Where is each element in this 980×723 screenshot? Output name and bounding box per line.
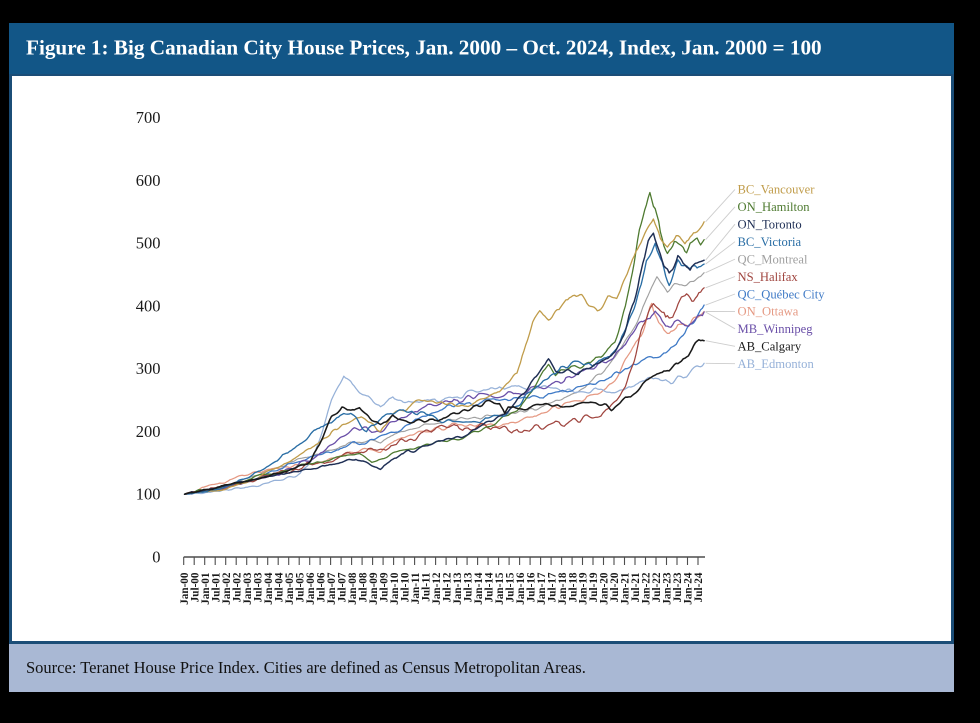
svg-text:Jul-22: Jul-22: [651, 572, 663, 602]
svg-text:Jan-22: Jan-22: [641, 572, 653, 605]
svg-text:Jul-06: Jul-06: [315, 572, 327, 602]
svg-text:Jul-05: Jul-05: [294, 572, 306, 602]
svg-text:Jan-21: Jan-21: [620, 572, 632, 605]
svg-text:BC_Vancouver: BC_Vancouver: [738, 183, 816, 197]
svg-text:ON_Hamilton: ON_Hamilton: [738, 200, 811, 214]
svg-text:NS_Halifax: NS_Halifax: [738, 270, 799, 284]
svg-text:100: 100: [136, 485, 161, 504]
svg-text:Jul-01: Jul-01: [210, 572, 222, 602]
svg-text:Jan-11: Jan-11: [410, 572, 422, 604]
svg-text:400: 400: [136, 296, 161, 315]
svg-text:Jan-18: Jan-18: [557, 572, 569, 605]
svg-text:AB_Edmonton: AB_Edmonton: [738, 357, 815, 371]
svg-text:ON_Ottawa: ON_Ottawa: [738, 305, 799, 319]
svg-text:0: 0: [152, 548, 160, 567]
svg-text:700: 700: [136, 108, 161, 127]
svg-text:Jan-02: Jan-02: [221, 572, 233, 605]
svg-text:Jan-09: Jan-09: [368, 572, 380, 605]
svg-text:Jul-18: Jul-18: [567, 572, 579, 602]
svg-text:BC_Victoria: BC_Victoria: [738, 235, 802, 249]
svg-text:Jan-01: Jan-01: [200, 572, 212, 605]
svg-text:Jan-19: Jan-19: [578, 572, 590, 605]
svg-text:Jan-06: Jan-06: [305, 572, 317, 605]
svg-text:Jul-11: Jul-11: [420, 572, 432, 602]
svg-text:Jul-23: Jul-23: [672, 572, 684, 602]
svg-text:Jan-07: Jan-07: [326, 572, 338, 605]
svg-text:Jan-03: Jan-03: [242, 572, 254, 605]
svg-text:QC_Montreal: QC_Montreal: [738, 252, 808, 266]
svg-text:Jul-21: Jul-21: [630, 572, 642, 602]
svg-text:Jan-04: Jan-04: [263, 572, 275, 605]
svg-text:Jul-17: Jul-17: [546, 572, 558, 602]
svg-text:Jul-19: Jul-19: [588, 572, 600, 602]
svg-text:Jul-10: Jul-10: [399, 572, 411, 602]
svg-text:Jan-24: Jan-24: [683, 572, 695, 605]
svg-text:MB_Winnipeg: MB_Winnipeg: [738, 322, 814, 336]
svg-text:Jan-23: Jan-23: [662, 572, 674, 605]
svg-text:Jan-08: Jan-08: [347, 572, 359, 605]
svg-text:Jul-13: Jul-13: [462, 572, 474, 602]
svg-text:Jul-14: Jul-14: [483, 572, 495, 602]
svg-text:Jan-16: Jan-16: [515, 572, 527, 605]
svg-text:Jan-15: Jan-15: [494, 572, 506, 605]
svg-text:200: 200: [136, 422, 161, 441]
svg-text:Jul-15: Jul-15: [504, 572, 516, 602]
svg-text:QC_Québec City: QC_Québec City: [738, 287, 826, 301]
svg-text:Jan-12: Jan-12: [431, 572, 443, 605]
svg-text:Jan-13: Jan-13: [452, 572, 464, 605]
svg-text:Jul-08: Jul-08: [357, 572, 369, 602]
svg-text:Jul-09: Jul-09: [378, 572, 390, 602]
svg-text:500: 500: [136, 234, 161, 253]
svg-text:Jul-00: Jul-00: [189, 572, 201, 602]
svg-text:Jul-02: Jul-02: [231, 572, 243, 602]
svg-text:Jul-24: Jul-24: [693, 572, 705, 602]
svg-text:Jul-16: Jul-16: [525, 572, 537, 602]
svg-text:600: 600: [136, 171, 161, 190]
svg-text:ON_Toronto: ON_Toronto: [738, 218, 802, 232]
svg-text:Jan-05: Jan-05: [284, 572, 296, 605]
svg-text:Jan-17: Jan-17: [536, 572, 548, 605]
svg-text:Jul-03: Jul-03: [252, 572, 264, 602]
svg-text:Jan-20: Jan-20: [599, 572, 611, 605]
svg-text:Jan-00: Jan-00: [179, 572, 191, 605]
svg-text:AB_Calgary: AB_Calgary: [738, 340, 802, 354]
svg-text:Jul-12: Jul-12: [441, 572, 453, 602]
svg-text:Jul-07: Jul-07: [336, 572, 348, 602]
svg-text:300: 300: [136, 359, 161, 378]
svg-text:Jul-20: Jul-20: [609, 572, 621, 602]
svg-text:Jan-14: Jan-14: [473, 572, 485, 605]
svg-text:Jul-04: Jul-04: [273, 572, 285, 602]
svg-text:Jan-10: Jan-10: [389, 572, 401, 605]
